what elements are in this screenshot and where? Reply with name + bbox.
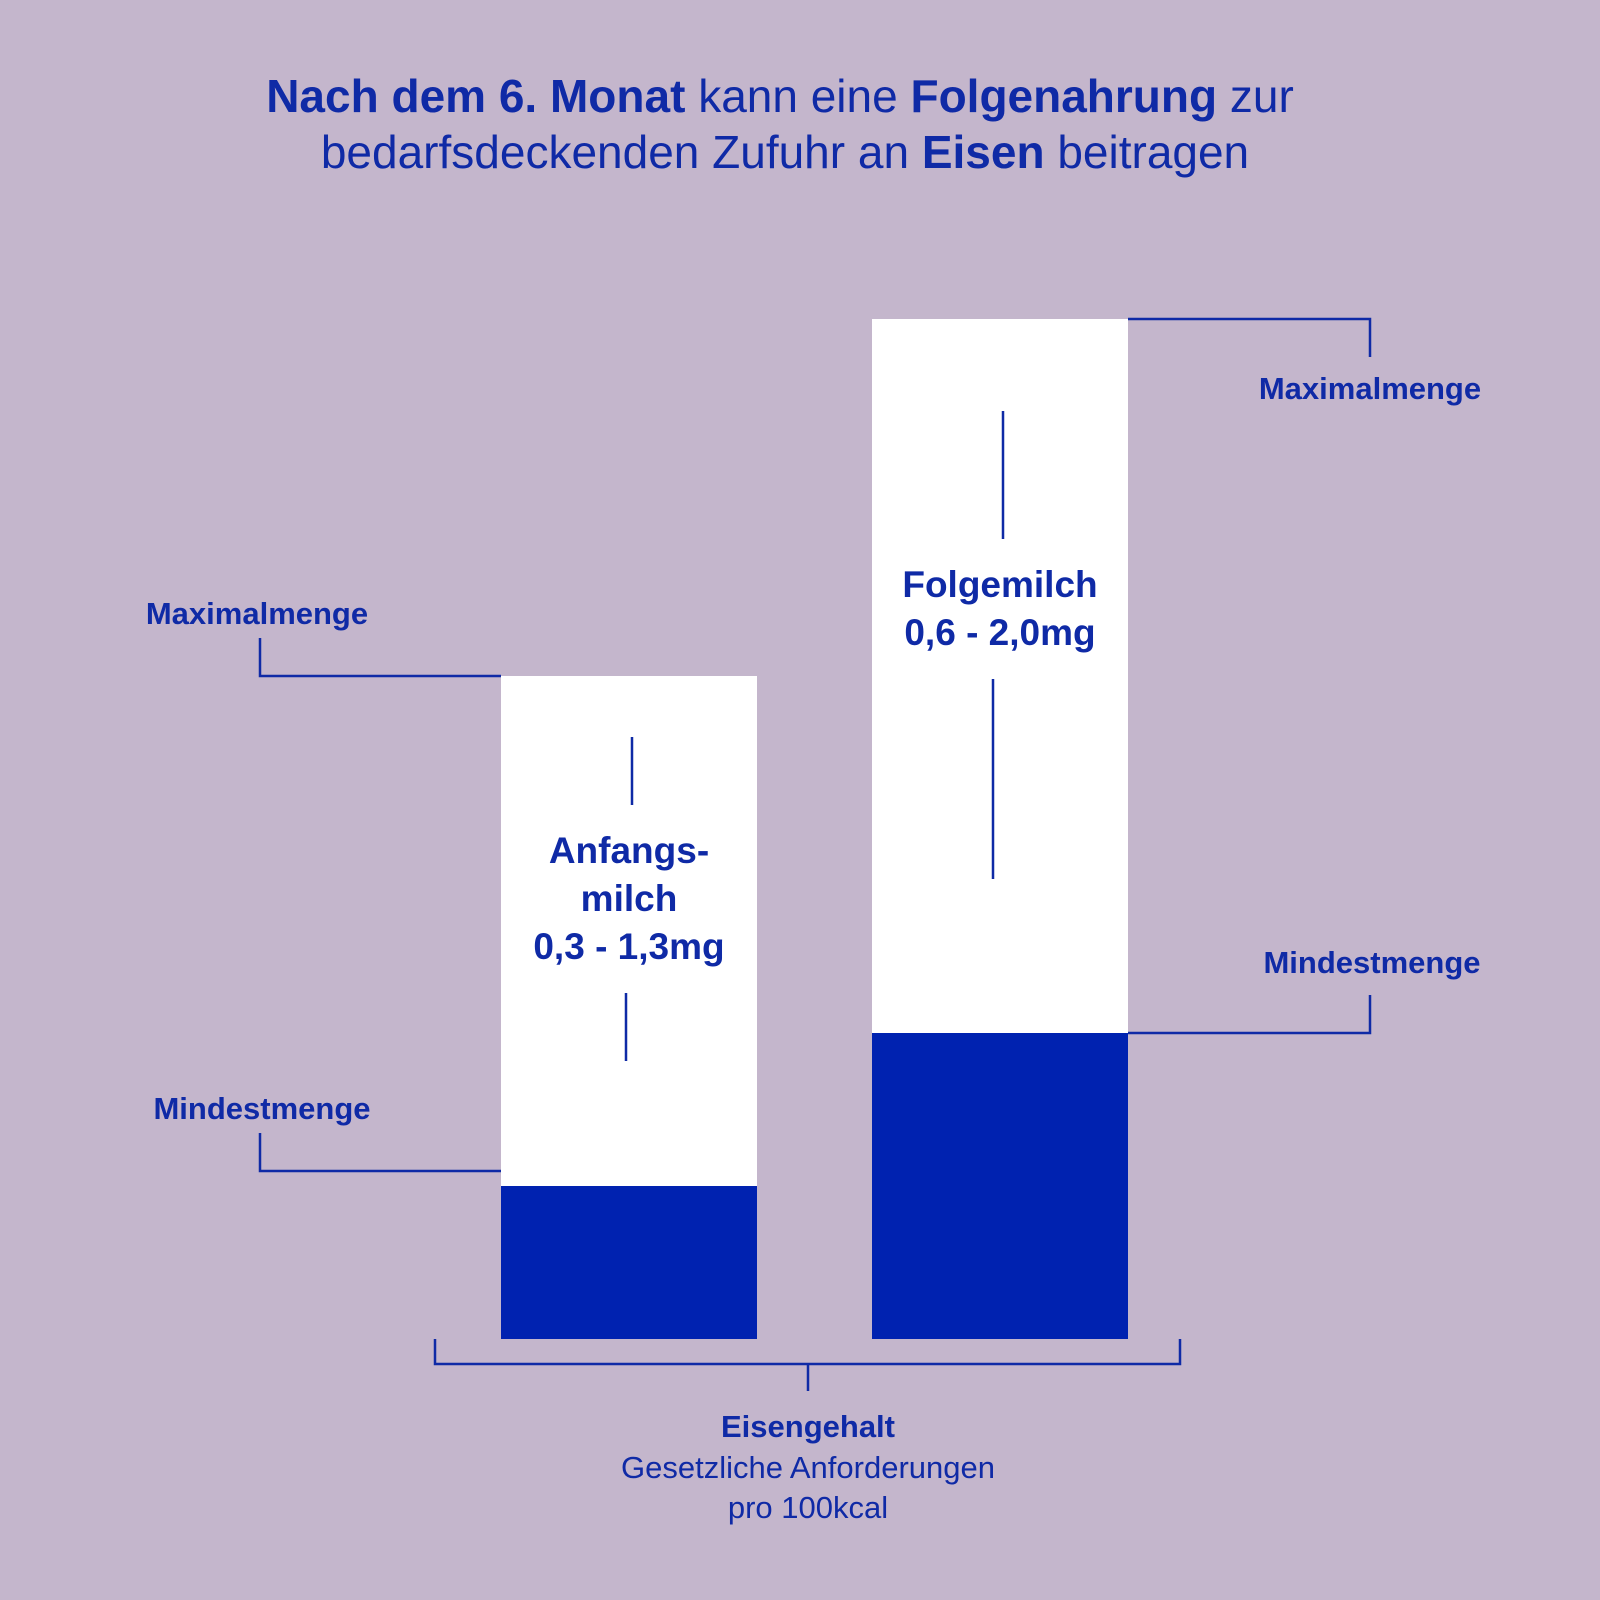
chart-title: bedarfsdeckenden Zufuhr an Eisen beitrag…	[321, 126, 1249, 178]
title-part: zur	[1230, 70, 1294, 122]
title-part: kann eine	[698, 70, 898, 122]
leader	[258, 638, 501, 678]
range-label: 0,6 - 2,0mg	[904, 612, 1095, 653]
category-label: Anfangs-milch	[549, 830, 709, 919]
range-label: 0,3 - 1,3mg	[533, 926, 724, 967]
series-label: Mindestmenge	[153, 1091, 370, 1126]
bar-min	[501, 1186, 757, 1339]
bracket	[433, 1339, 1182, 1391]
series-label: Maximalmenge	[146, 596, 368, 631]
leader	[1128, 317, 1372, 357]
title-part: Folgenahrung	[910, 70, 1217, 122]
title-part: Nach dem 6. Monat	[266, 70, 685, 122]
x-axis-note: pro 100kcal	[728, 1490, 888, 1525]
leader	[258, 1133, 501, 1173]
bar-min	[872, 1033, 1128, 1339]
title-part: beitragen	[1057, 126, 1249, 178]
leader	[1128, 995, 1372, 1035]
x-axis-label: Eisengehalt	[721, 1409, 895, 1444]
category-label: Folgemilch	[902, 564, 1097, 605]
series-label: Mindestmenge	[1263, 945, 1480, 980]
series-label: Maximalmenge	[1259, 371, 1481, 406]
title-part: Eisen	[922, 126, 1045, 178]
chart-title: Nach dem 6. Monat kann eine Folgenahrung…	[266, 70, 1294, 122]
x-axis-note: Gesetzliche Anforderungen	[621, 1450, 995, 1485]
title-part: bedarfsdeckenden Zufuhr an	[321, 126, 909, 178]
